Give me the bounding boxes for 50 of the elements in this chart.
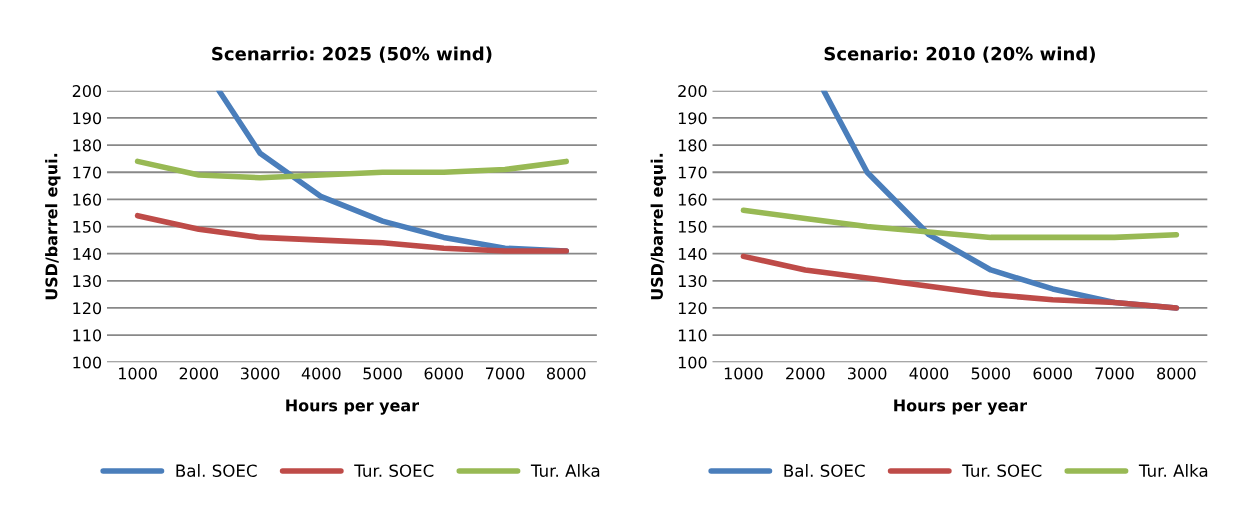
legend-label: Bal. SOEC xyxy=(784,464,865,478)
y-tick-label: 150 xyxy=(73,220,102,233)
x-tick-label: 7000 xyxy=(1095,367,1134,380)
x-tick-label: 1000 xyxy=(724,367,763,380)
y-tick-label: 200 xyxy=(72,85,102,98)
x-tick-label: 6000 xyxy=(1033,367,1072,380)
x-axis-title: Hours per year xyxy=(286,399,420,415)
y-tick-label: 100 xyxy=(73,356,102,369)
y-tick-label: 180 xyxy=(73,139,102,152)
y-axis-title: USD/barrel equi. xyxy=(650,153,667,300)
x-tick-label: 8000 xyxy=(1157,367,1196,380)
x-tick-label: 5000 xyxy=(363,367,402,380)
y-tick-label: 170 xyxy=(73,166,102,179)
legend-label: Tur. SOEC xyxy=(962,464,1042,478)
legend-label: Tur. SOEC xyxy=(354,464,434,478)
x-tick-label: 4000 xyxy=(909,367,949,380)
x-tick-label: 3000 xyxy=(240,367,280,380)
x-tick-label: 8000 xyxy=(547,367,586,380)
legend-label: Tur. Alka xyxy=(1138,464,1208,478)
y-tick-label: 190 xyxy=(678,112,707,125)
x-tick-label: 7000 xyxy=(485,367,525,380)
y-tick-label: 160 xyxy=(678,193,707,206)
y-tick-label: 160 xyxy=(73,193,102,206)
y-tick-label: 120 xyxy=(678,302,707,315)
legend-label: Bal. SOEC xyxy=(176,464,257,478)
y-tick-label: 120 xyxy=(73,302,102,315)
x-tick-label: 4000 xyxy=(301,367,341,380)
chart-title: Scenarrio: 2025 (50% wind) xyxy=(212,46,492,63)
y-tick-label: 130 xyxy=(678,275,707,288)
y-tick-label: 110 xyxy=(678,329,707,342)
x-tick-label: 6000 xyxy=(424,367,464,380)
y-tick-label: 180 xyxy=(678,139,707,152)
y-tick-label: 190 xyxy=(73,112,102,125)
x-tick-label: 3000 xyxy=(848,367,887,380)
y-tick-label: 110 xyxy=(73,329,102,342)
legend-label: Tur. Alka xyxy=(530,464,600,478)
chart-title: Scenario: 2010 (20% wind) xyxy=(824,46,1095,63)
y-tick-label: 140 xyxy=(678,247,707,260)
x-tick-label: 5000 xyxy=(971,367,1011,380)
y-tick-label: 140 xyxy=(73,247,102,260)
y-tick-label: 100 xyxy=(678,356,707,369)
x-tick-label: 2000 xyxy=(786,367,825,380)
y-tick-label: 170 xyxy=(678,166,707,179)
x-axis-title: Hours per year xyxy=(894,399,1027,415)
x-tick-label: 2000 xyxy=(179,367,219,380)
y-tick-label: 130 xyxy=(73,275,102,288)
y-tick-label: 200 xyxy=(678,85,707,98)
x-tick-label: 1000 xyxy=(119,367,157,380)
y-tick-label: 150 xyxy=(678,220,707,233)
y-axis-title: USD/barrel equi. xyxy=(45,153,61,300)
